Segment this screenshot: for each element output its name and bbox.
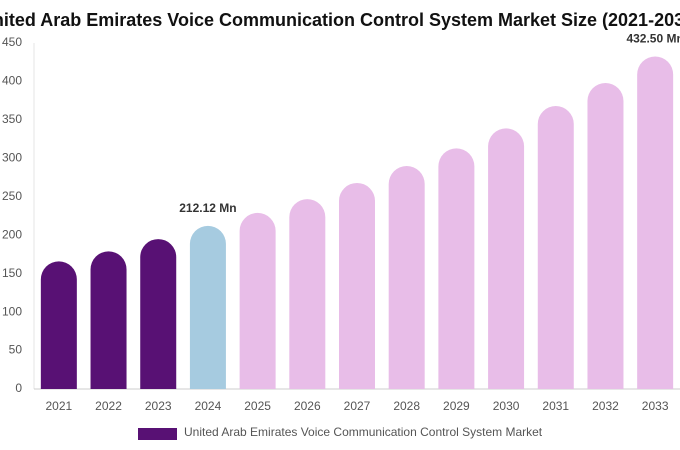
y-tick-label: 150 (2, 266, 22, 280)
x-tick-label: 2026 (294, 399, 321, 413)
x-tick-label: 2025 (244, 399, 271, 413)
bar (140, 239, 177, 389)
y-tick-label: 300 (2, 151, 22, 165)
bar (587, 82, 624, 389)
y-tick-label: 0 (15, 381, 22, 395)
y-tick-label: 250 (2, 189, 22, 203)
x-tick-label: 2033 (642, 399, 669, 413)
value-label: 212.12 Mn (179, 201, 236, 215)
bar (40, 261, 77, 389)
x-tick-label: 2024 (195, 399, 222, 413)
y-tick-label: 200 (2, 227, 22, 241)
value-label: 432.50 Mn (626, 32, 680, 46)
bar (537, 106, 574, 389)
y-tick-label: 100 (2, 304, 22, 318)
x-tick-label: 2022 (95, 399, 122, 413)
bar (388, 166, 425, 389)
x-tick-label: 2021 (45, 399, 72, 413)
chart-title: United Arab Emirates Voice Communication… (0, 10, 680, 30)
x-tick-label: 2032 (592, 399, 619, 413)
x-tick-label: 2023 (145, 399, 172, 413)
x-tick-label: 2028 (393, 399, 420, 413)
bar (637, 56, 674, 389)
x-tick-label: 2031 (542, 399, 569, 413)
bar (90, 251, 127, 389)
y-tick-label: 400 (2, 74, 22, 88)
y-tick-label: 450 (2, 35, 22, 49)
x-tick-label: 2029 (443, 399, 470, 413)
x-tick-label: 2027 (344, 399, 371, 413)
bar (339, 182, 375, 389)
bar (189, 225, 226, 389)
legend-label: United Arab Emirates Voice Communication… (184, 425, 543, 439)
bar (438, 148, 475, 389)
y-tick-label: 50 (9, 343, 23, 357)
bar (239, 212, 276, 389)
bar (488, 128, 525, 389)
legend-swatch (138, 428, 177, 440)
bar (289, 199, 326, 389)
y-tick-label: 350 (2, 112, 22, 126)
x-tick-label: 2030 (493, 399, 520, 413)
